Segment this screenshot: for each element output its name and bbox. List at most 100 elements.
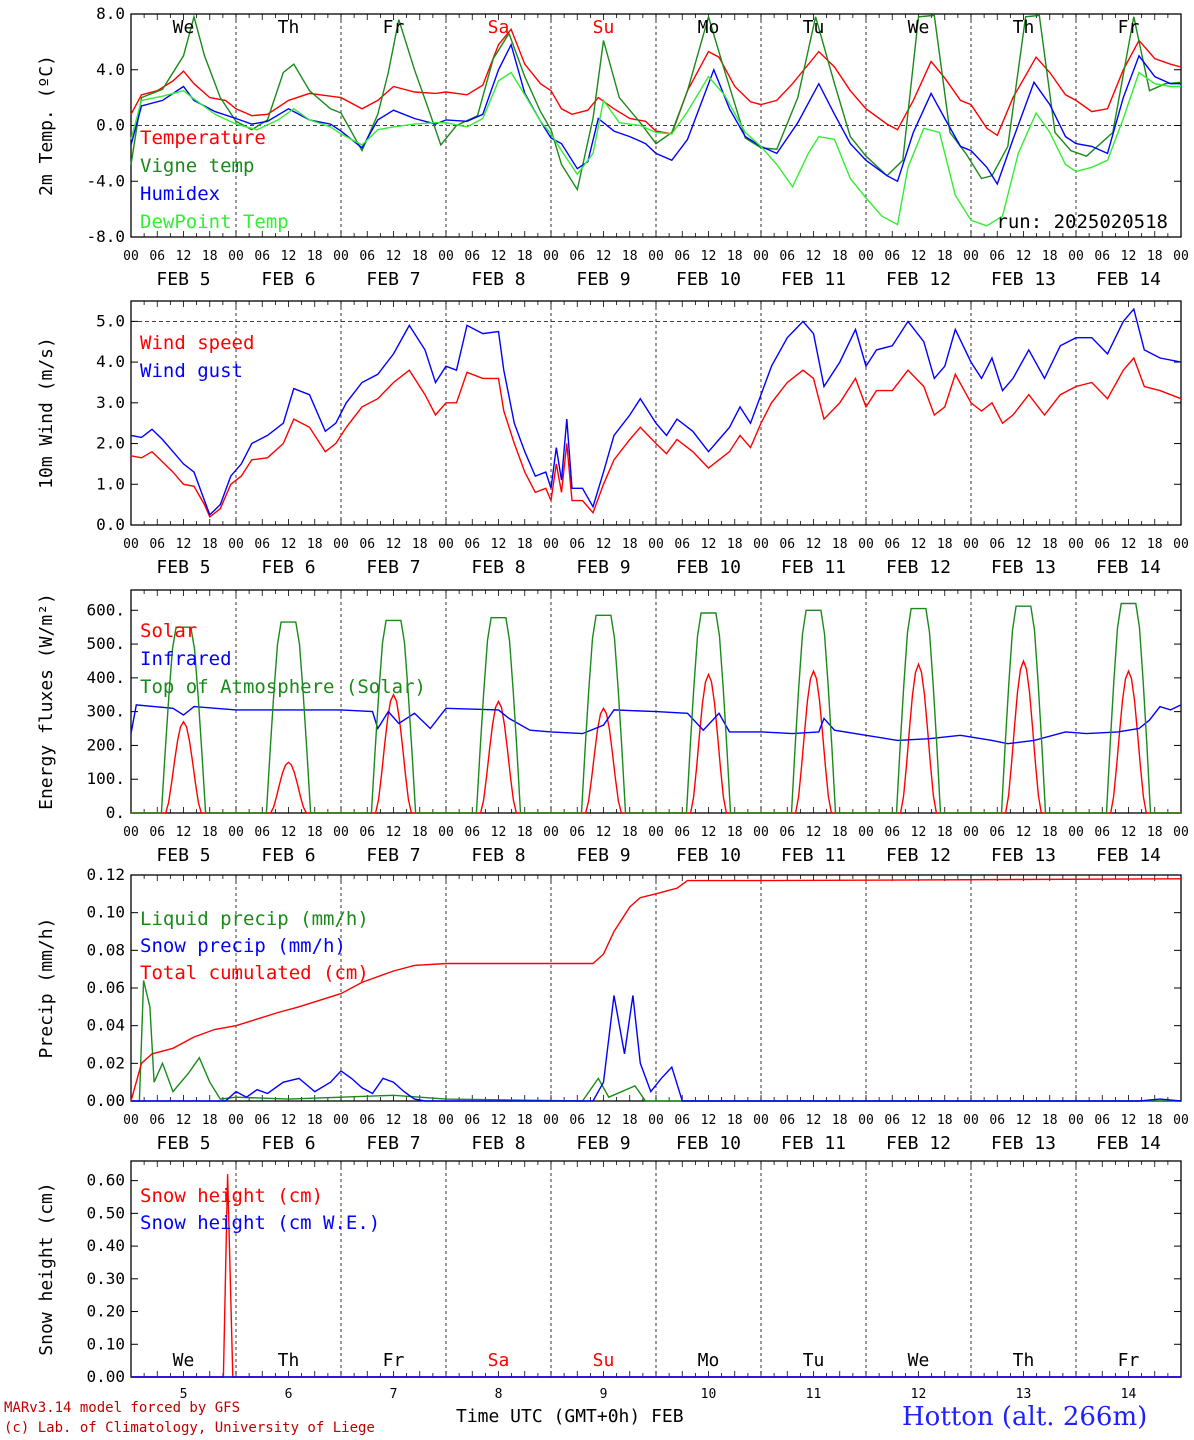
x-hour-label: 06 [1094,825,1110,840]
x-date-label: FEB 12 [886,1133,951,1154]
y-tick-label: 100. [86,769,125,788]
day-name-label: We [908,17,930,38]
x-hour-label: 18 [832,249,848,264]
x-hour-label: 00 [1173,825,1189,840]
y-tick-label: -4.0 [86,171,125,190]
y-tick-label: 0.00 [86,1091,125,1110]
x-hour-label: 00 [123,249,139,264]
x-date-label: FEB 14 [1096,1133,1161,1154]
x-date-label: FEB 6 [261,269,315,290]
x-hour-label: 12 [386,1113,402,1128]
x-hour-label: 18 [202,249,218,264]
x-hour-label: 06 [149,249,165,264]
x-hour-label: 00 [963,1113,979,1128]
x-hour-label: 06 [464,537,480,552]
day-number-label: 8 [495,1387,503,1402]
y-axis-title: Snow height (cm) [36,1182,57,1355]
y-tick-label: 300. [86,702,125,721]
day-name-label: Su [593,17,615,38]
x-hour-label: 12 [386,537,402,552]
x-hour-label: 18 [1147,825,1163,840]
x-hour-label: 12 [911,537,927,552]
x-hour-label: 12 [491,249,507,264]
x-hour-label: 06 [149,1113,165,1128]
x-hour-label: 12 [1016,1113,1032,1128]
x-hour-label: 18 [1042,1113,1058,1128]
series-line-infrared [130,704,1182,745]
day-name-label: Fr [1118,17,1140,38]
x-date-label: FEB 13 [991,269,1056,290]
y-axis-title: 10m Wind (m/s) [36,337,57,489]
day-name-label: Th [1013,17,1035,38]
legend-entry: Total cumulated (cm) [140,962,369,984]
x-date-label: FEB 9 [576,557,630,578]
plot-frame-wind [130,300,1182,526]
x-hour-label: 06 [884,825,900,840]
x-date-label: FEB 8 [471,557,525,578]
day-name-label: Mo [698,17,720,38]
x-hour-label: 18 [412,249,428,264]
x-hour-label: 12 [281,825,297,840]
x-hour-label: 00 [858,825,874,840]
day-number-label: 12 [911,1387,927,1402]
x-hour-label: 18 [1042,537,1058,552]
x-hour-label: 18 [622,537,638,552]
x-hour-label: 18 [517,1113,533,1128]
y-tick-label: 2.0 [96,434,125,453]
x-hour-label: 18 [517,249,533,264]
y-tick-label: 4.0 [96,60,125,79]
y-tick-label: 0.08 [86,940,125,959]
x-hour-label: 00 [333,537,349,552]
x-hour-label: 18 [937,825,953,840]
x-hour-label: 06 [149,825,165,840]
x-date-label: FEB 9 [576,1133,630,1154]
x-hour-label: 06 [149,537,165,552]
day-number-label: 14 [1121,1387,1137,1402]
x-hour-label: 12 [806,537,822,552]
x-date-label: FEB 7 [366,845,420,866]
x-hour-label: 18 [1147,249,1163,264]
x-hour-label: 18 [1042,825,1058,840]
day-name-label: We [908,1350,930,1371]
x-hour-label: 18 [727,825,743,840]
legend-entry: DewPoint Temp [140,211,289,233]
y-tick-label: 0.12 [86,865,125,884]
x-hour-label: 18 [622,825,638,840]
x-hour-label: 00 [438,537,454,552]
legend-entry: Humidex [140,183,220,205]
x-hour-label: 00 [1173,1113,1189,1128]
y-tick-label: -8.0 [86,227,125,246]
x-hour-label: 00 [543,249,559,264]
x-hour-label: 18 [1147,537,1163,552]
x-hour-label: 18 [622,1113,638,1128]
x-hour-label: 06 [989,825,1005,840]
legend-entry: Snow height (cm W.E.) [140,1212,380,1234]
x-hour-label: 12 [1016,825,1032,840]
x-hour-label: 06 [674,825,690,840]
legend-entry: Temperature [140,127,266,149]
y-tick-label: 0.0 [96,116,125,135]
x-hour-label: 18 [937,1113,953,1128]
x-hour-label: 18 [412,537,428,552]
x-hour-label: 00 [438,825,454,840]
x-hour-label: 06 [464,249,480,264]
x-hour-label: 00 [753,537,769,552]
x-date-label: FEB 9 [576,269,630,290]
x-hour-label: 00 [543,1113,559,1128]
x-hour-label: 06 [779,249,795,264]
x-hour-label: 12 [806,249,822,264]
x-hour-label: 18 [307,1113,323,1128]
legend-entry: Snow precip (mm/h) [140,935,346,957]
x-hour-label: 12 [806,825,822,840]
series-line-snow-precip-mm-h- [131,995,1182,1102]
x-hour-label: 00 [1068,825,1084,840]
x-date-label: FEB 12 [886,845,951,866]
series-line-liquid-precip-mm-h- [131,980,1181,1102]
x-hour-label: 00 [1068,537,1084,552]
x-hour-label: 12 [701,249,717,264]
x-hour-label: 06 [989,249,1005,264]
x-hour-label: 00 [858,249,874,264]
x-hour-label: 12 [176,249,192,264]
x-date-label: FEB 5 [156,557,210,578]
x-date-label: FEB 7 [366,269,420,290]
